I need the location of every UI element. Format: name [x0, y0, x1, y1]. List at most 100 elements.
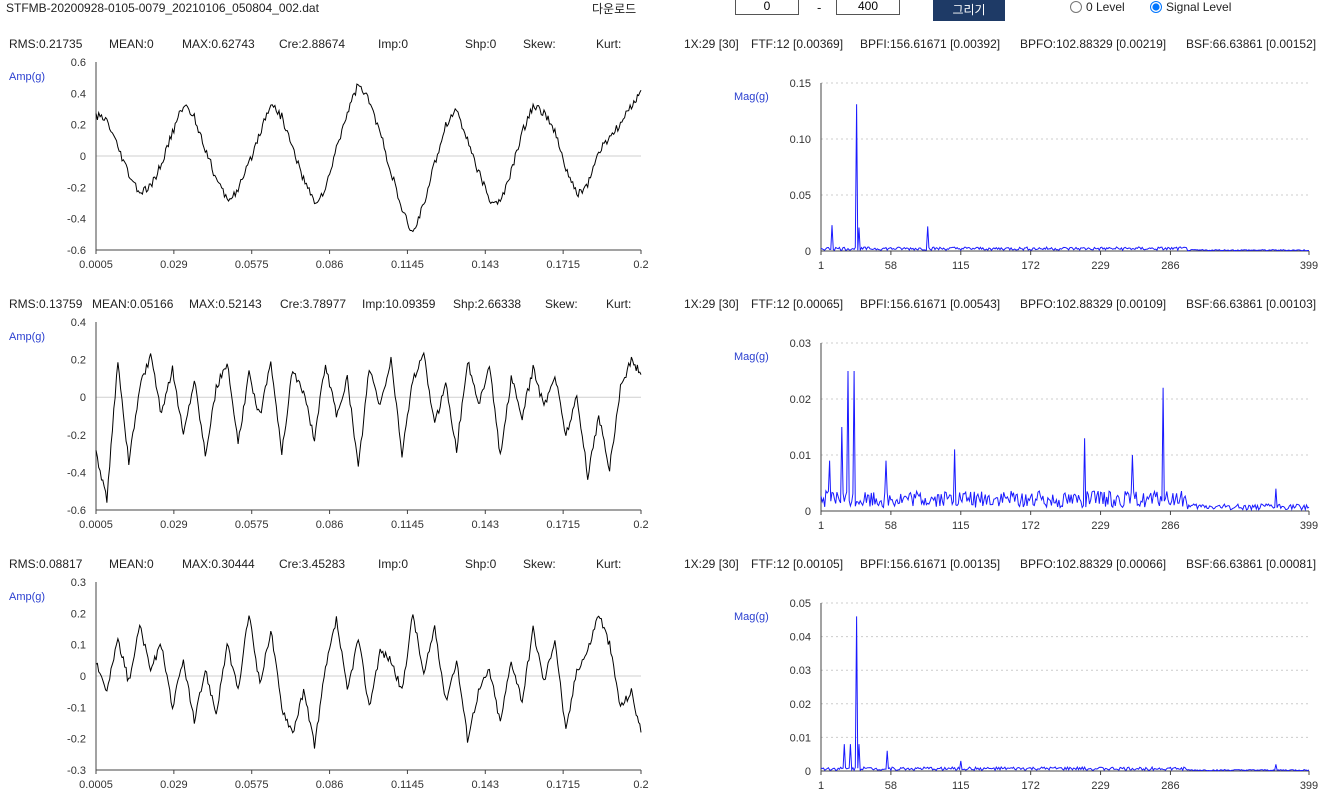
waveform-x-tick: 0.086	[316, 519, 344, 531]
spectrum-x-tick: 286	[1161, 520, 1179, 532]
waveform-y-tick: -0.2	[67, 182, 86, 194]
bsf-freq: BSF:66.63861 [0.00103]	[1186, 297, 1317, 311]
waveform-x-tick: 0.086	[316, 259, 344, 271]
mean-value: MEAN:0	[109, 557, 154, 571]
spectrum-y-tick: 0.04	[790, 632, 811, 644]
waveform-x-tick: 0.029	[160, 519, 188, 531]
spectrum-chart-1: 0.15 0.10 0.05 0 Mag(g) 1 58 115 172 229 286 399	[734, 78, 1318, 272]
waveform-y-tick: -0.2	[67, 734, 86, 746]
waveform-x-tick: 0.0575	[235, 519, 269, 531]
waveform-x-tick: 0.2	[633, 779, 648, 791]
waveform-x-tick: 0.1715	[546, 779, 580, 791]
spectrum-x-tick: 1	[818, 520, 824, 532]
spectrum-y-tick: 0.03	[790, 665, 811, 677]
spectrum-x-tick: 58	[885, 780, 897, 792]
bpfo-freq: BPFO:102.88329 [0.00219]	[1020, 37, 1167, 51]
spectrum-y-tick: 0	[805, 506, 811, 518]
spectrum-series-line	[820, 616, 1310, 772]
bpfo-freq: BPFO:102.88329 [0.00109]	[1020, 297, 1167, 311]
shp-value: Shp:2.66338	[453, 297, 522, 311]
zero-level-radio[interactable]	[1070, 1, 1082, 13]
spectrum-x-tick: 115	[952, 260, 970, 272]
waveform-y-tick: 0.2	[71, 608, 86, 620]
range-start-input[interactable]	[735, 0, 799, 15]
skew-value: Skew:	[523, 557, 556, 571]
waveform-x-tick: 0.029	[160, 779, 188, 791]
bpfi-freq: BPFI:156.61671 [0.00392]	[860, 37, 1001, 51]
waveform-y-tick: 0.1	[71, 640, 86, 652]
spectrum-x-tick: 286	[1161, 260, 1179, 272]
x1-freq: 1X:29 [30]	[684, 37, 739, 51]
spectrum-x-tick: 1	[818, 260, 824, 272]
spectrum-y-tick: 0.01	[790, 450, 811, 462]
zero-level-option[interactable]: 0 Level	[1070, 0, 1125, 14]
waveform-x-tick: 0.2	[633, 259, 648, 271]
spectrum-x-tick: 229	[1091, 780, 1109, 792]
spectrum-y-tick: 0.02	[790, 394, 811, 406]
waveform-series-line	[95, 614, 642, 749]
file-name: STFMB-20200928-0105-0079_20210106_050804…	[6, 1, 319, 15]
rms-value: RMS:0.08817	[9, 557, 83, 571]
kurt-value: Kurt:	[606, 297, 632, 311]
bpfo-freq: BPFO:102.88329 [0.00066]	[1020, 557, 1167, 571]
waveform-y-tick: -0.1	[67, 702, 86, 714]
waveform-y-tick: 0	[80, 151, 86, 163]
spectrum-chart-2: 0.03 0.02 0.01 0 Mag(g) 1 58 115 172 229 286 399	[734, 338, 1318, 532]
spectrum-y-label: Mag(g)	[734, 91, 769, 103]
spectrum-series-line	[820, 104, 1309, 252]
x1-freq: 1X:29 [30]	[684, 557, 739, 571]
rms-value: RMS:0.21735	[9, 37, 83, 51]
shp-value: Shp:0	[465, 557, 497, 571]
waveform-y-tick: 0.6	[71, 57, 86, 69]
waveform-x-tick: 0.086	[316, 779, 344, 791]
waveform-y-tick: -0.6	[67, 505, 86, 517]
imp-value: Imp:0	[378, 37, 409, 51]
spectrum-x-tick: 286	[1161, 780, 1179, 792]
x1-freq: 1X:29 [30]	[684, 297, 739, 311]
waveform-x-tick: 0.1715	[546, 519, 580, 531]
download-link[interactable]: 다운로드	[592, 2, 637, 16]
waveform-y-tick: 0.4	[71, 317, 86, 329]
imp-value: Imp:10.09359	[362, 297, 436, 311]
spectrum-x-tick: 399	[1300, 780, 1318, 792]
waveform-x-tick: 0.0575	[235, 259, 269, 271]
spectrum-x-tick: 229	[1091, 260, 1109, 272]
spectrum-x-tick: 115	[952, 520, 970, 532]
spectrum-x-tick: 1	[818, 780, 824, 792]
bpfi-freq: BPFI:156.61671 [0.00135]	[860, 557, 1001, 571]
spectrum-x-tick: 172	[1021, 260, 1039, 272]
spectrum-y-tick: 0.01	[790, 732, 811, 744]
waveform-x-tick: 0.1145	[391, 259, 424, 271]
kurt-value: Kurt:	[596, 557, 622, 571]
draw-button[interactable]: 그리기	[933, 0, 1005, 21]
waveform-x-tick: 0.0005	[79, 519, 113, 531]
spectrum-x-tick: 399	[1300, 520, 1318, 532]
mean-value: MEAN:0	[109, 37, 154, 51]
waveform-y-tick: -0.3	[67, 765, 86, 777]
bsf-freq: BSF:66.63861 [0.00152]	[1186, 37, 1317, 51]
spectrum-y-label: Mag(g)	[734, 351, 769, 363]
cre-value: Cre:2.88674	[279, 37, 346, 51]
spectrum-y-tick: 0	[805, 766, 811, 778]
spectrum-x-tick: 172	[1021, 520, 1039, 532]
signal-level-option[interactable]: Signal Level	[1150, 0, 1231, 14]
cre-value: Cre:3.78977	[280, 297, 347, 311]
range-separator: -	[817, 0, 822, 15]
waveform-x-tick: 0.0575	[235, 779, 269, 791]
waveform-x-tick: 0.0005	[79, 779, 113, 791]
waveform-y-tick: -0.4	[67, 214, 86, 226]
max-value: MAX:0.30444	[182, 557, 255, 571]
waveform-y-tick: -0.6	[67, 245, 86, 257]
zero-level-label: 0 Level	[1086, 0, 1125, 14]
signal-level-radio[interactable]	[1150, 1, 1162, 13]
waveform-series-line	[95, 83, 642, 233]
ftf-freq: FTF:12 [0.00105]	[751, 557, 844, 571]
waveform-chart-3: 0.3 0.2 0.1 0 -0.1 -0.2 -0.3 Amp(g) 0.0005 0.029 0…	[9, 577, 649, 791]
spectrum-y-tick: 0.15	[790, 78, 811, 90]
waveform-y-label: Amp(g)	[9, 591, 45, 603]
spectrum-x-tick: 115	[952, 780, 970, 792]
skew-value: Skew:	[545, 297, 578, 311]
range-end-input[interactable]	[836, 0, 900, 15]
signal-level-label: Signal Level	[1166, 0, 1232, 14]
waveform-y-label: Amp(g)	[9, 71, 45, 83]
